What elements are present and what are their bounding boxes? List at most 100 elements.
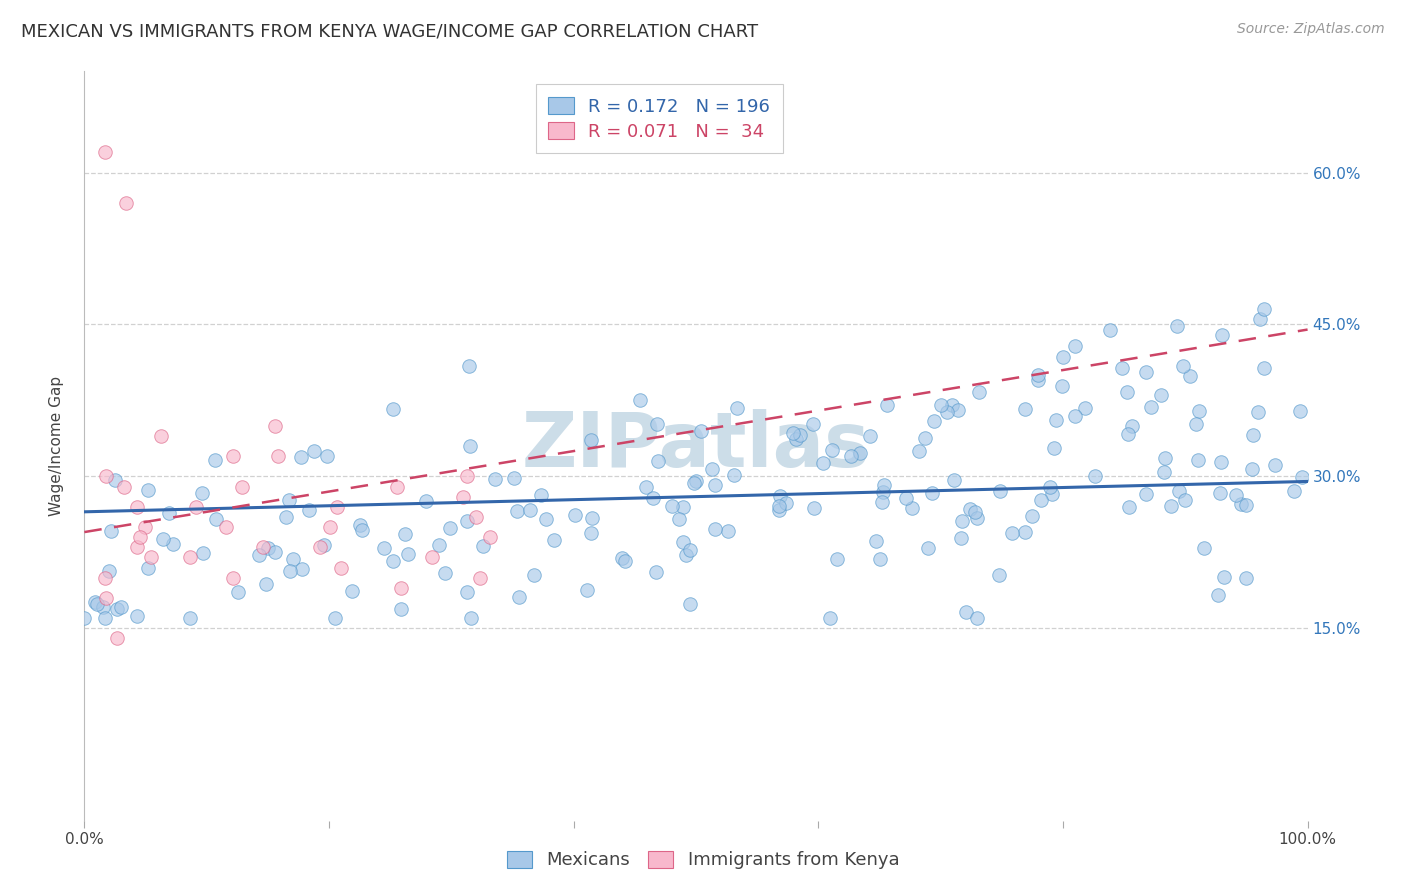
Point	[579, 433, 602, 447]
Point	[1043, 441, 1066, 455]
Point	[267, 449, 290, 463]
Point	[1135, 365, 1157, 379]
Point	[222, 449, 245, 463]
Point	[1052, 379, 1074, 393]
Point	[247, 549, 270, 563]
Point	[1185, 417, 1208, 431]
Point	[323, 611, 346, 625]
Point	[382, 554, 405, 568]
Point	[523, 568, 546, 582]
Point	[278, 564, 301, 578]
Point	[1192, 541, 1215, 556]
Point	[125, 541, 148, 555]
Point	[768, 503, 790, 517]
Text: MEXICAN VS IMMIGRANTS FROM KENYA WAGE/INCOME GAP CORRELATION CHART: MEXICAN VS IMMIGRANTS FROM KENYA WAGE/IN…	[21, 22, 758, 40]
Point	[298, 503, 321, 517]
Point	[1211, 327, 1233, 342]
Point	[136, 483, 159, 497]
Point	[645, 565, 668, 579]
Point	[917, 541, 939, 555]
Point	[1014, 525, 1036, 540]
Point	[929, 399, 952, 413]
Point	[373, 541, 395, 556]
Point	[457, 359, 479, 373]
Point	[921, 486, 943, 500]
Point	[186, 500, 208, 514]
Point	[460, 610, 482, 624]
Point	[645, 417, 668, 432]
Point	[1253, 302, 1275, 317]
Point	[1284, 484, 1306, 499]
Point	[179, 611, 201, 625]
Point	[872, 485, 894, 500]
Point	[901, 500, 924, 515]
Point	[257, 541, 280, 556]
Point	[420, 550, 443, 565]
Point	[283, 551, 305, 566]
Point	[610, 551, 633, 566]
Point	[869, 551, 891, 566]
Point	[1014, 401, 1036, 416]
Point	[312, 538, 335, 552]
Point	[818, 611, 841, 625]
Legend: R = 0.172   N = 196, R = 0.071   N =  34: R = 0.172 N = 196, R = 0.071 N = 34	[536, 84, 783, 153]
Point	[922, 413, 945, 427]
Point	[290, 450, 312, 464]
Point	[683, 475, 706, 490]
Point	[1064, 339, 1087, 353]
Point	[105, 602, 128, 616]
Point	[1116, 385, 1139, 400]
Point	[543, 533, 565, 547]
Point	[1040, 487, 1063, 501]
Point	[668, 512, 690, 526]
Point	[1241, 462, 1264, 476]
Point	[873, 477, 896, 491]
Point	[136, 561, 159, 575]
Point	[1118, 500, 1140, 514]
Point	[689, 424, 711, 438]
Point	[340, 583, 363, 598]
Point	[326, 500, 349, 514]
Point	[685, 474, 707, 488]
Point	[110, 599, 132, 614]
Point	[93, 611, 115, 625]
Point	[1188, 403, 1211, 417]
Point	[1121, 418, 1143, 433]
Point	[484, 472, 506, 486]
Point	[803, 501, 825, 516]
Point	[1209, 485, 1232, 500]
Point	[1206, 588, 1229, 602]
Point	[103, 473, 125, 487]
Point	[1140, 401, 1163, 415]
Point	[775, 496, 797, 510]
Point	[967, 384, 990, 399]
Point	[1289, 403, 1312, 417]
Point	[150, 429, 173, 443]
Point	[134, 520, 156, 534]
Point	[1026, 373, 1049, 387]
Point	[389, 581, 412, 595]
Point	[100, 524, 122, 539]
Point	[1160, 499, 1182, 513]
Point	[717, 524, 740, 538]
Point	[204, 512, 226, 526]
Point	[115, 196, 138, 211]
Point	[105, 632, 128, 646]
Point	[1166, 318, 1188, 333]
Point	[458, 439, 481, 453]
Point	[506, 504, 529, 518]
Point	[914, 431, 936, 445]
Point	[966, 611, 988, 625]
Point	[302, 443, 325, 458]
Point	[94, 469, 117, 483]
Point	[1111, 361, 1133, 376]
Point	[1171, 359, 1194, 373]
Point	[894, 491, 917, 506]
Point	[1249, 311, 1271, 326]
Point	[1243, 427, 1265, 442]
Point	[316, 449, 339, 463]
Point	[350, 523, 373, 537]
Point	[530, 488, 553, 502]
Point	[723, 467, 745, 482]
Point	[801, 417, 824, 431]
